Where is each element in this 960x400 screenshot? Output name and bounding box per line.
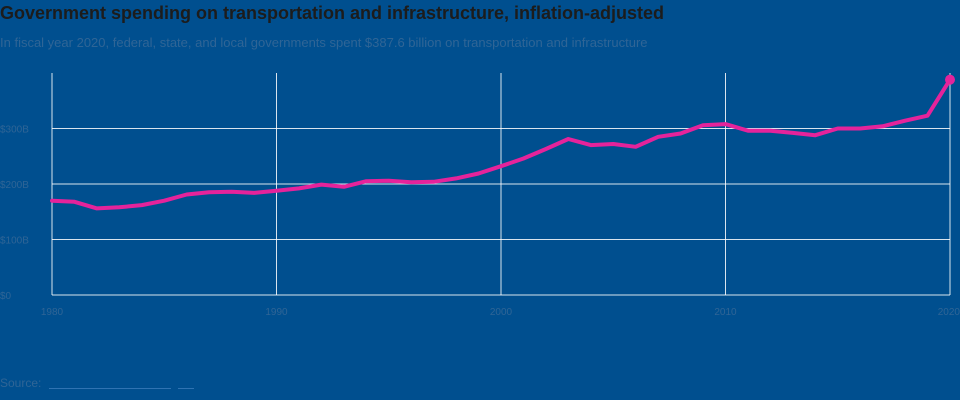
series-layer — [50, 74, 955, 211]
last-point-marker[interactable] — [945, 74, 955, 85]
y-tick-label: $100B — [0, 236, 29, 247]
x-tick-label: 2020 — [938, 307, 960, 318]
y-tick-label: $300B — [0, 125, 29, 136]
source-note: Source: — [0, 376, 195, 390]
chart-title: Government spending on transportation an… — [0, 3, 665, 23]
source-link-secondary[interactable] — [178, 379, 195, 389]
tick-labels: $0 $100B $200B $300B 1980 1990 2000 2010 2020 — [0, 125, 960, 319]
chart-subtitle: In fiscal year 2020, federal, state, and… — [0, 35, 648, 50]
source-link[interactable] — [48, 379, 171, 389]
x-tick-label: 1980 — [41, 307, 64, 318]
grid-lines — [51, 73, 951, 296]
x-tick-label: 1990 — [265, 307, 288, 318]
y-tick-label: $0 — [0, 291, 12, 302]
source-label: Source: — [0, 376, 42, 390]
x-tick-label: 2000 — [490, 307, 513, 318]
series-line — [50, 77, 952, 211]
y-tick-label: $200B — [0, 180, 29, 191]
x-tick-label: 2010 — [714, 307, 737, 318]
